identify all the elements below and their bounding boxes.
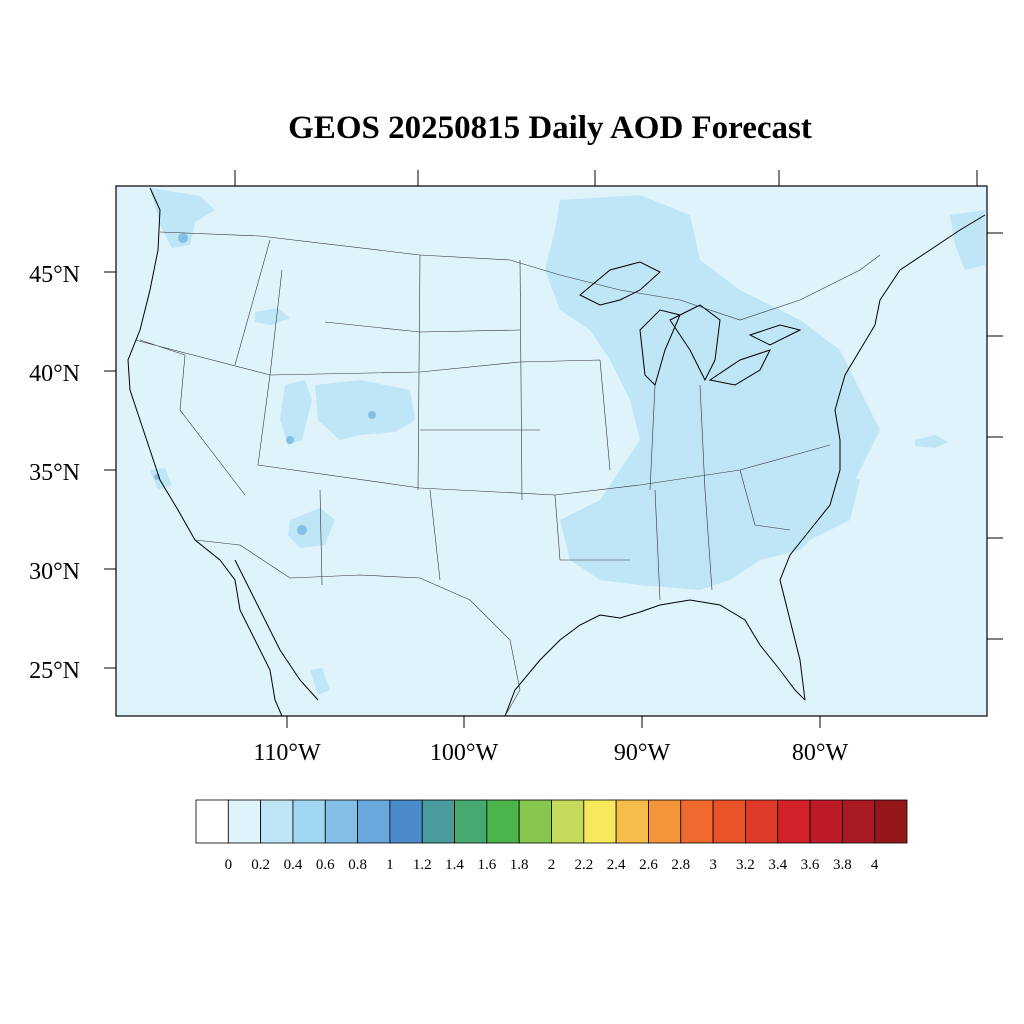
- map-frame: [115, 185, 988, 717]
- colorbar-swatch: [454, 799, 488, 844]
- colorbar-label: 3.8: [833, 857, 852, 873]
- colorbar-label: 3.6: [801, 857, 820, 873]
- lon-label: 90°W: [614, 740, 671, 766]
- aod-hotspot-washington: [178, 233, 188, 243]
- aod-plume-baja: [310, 668, 330, 695]
- aod-plume-california: [150, 468, 172, 490]
- colorbar-swatch: [680, 799, 714, 844]
- great-lakes: [579, 261, 802, 386]
- colorbar-swatch: [551, 799, 585, 844]
- colorbar-label: 0.6: [316, 857, 335, 873]
- us-mexico-border: [194, 539, 521, 717]
- colorbar-label: 2.4: [607, 857, 626, 873]
- aod-hotspot-utah: [286, 436, 294, 444]
- colorbar-label: 0: [225, 857, 233, 873]
- us-canada-border: [159, 231, 881, 321]
- lat-label: 35°N: [29, 460, 80, 486]
- axis-ticks: [104, 170, 1003, 728]
- coastlines: [127, 187, 986, 717]
- colorbar-label: 3.2: [736, 857, 755, 873]
- atlantic-coastline: [779, 214, 986, 701]
- colorbar-label: 1.4: [445, 857, 464, 873]
- latitude-labels: 45°N 40°N 35°N 30°N 25°N: [29, 262, 80, 684]
- aod-plume-southwest: [288, 508, 335, 548]
- colorbar-label: 3: [709, 857, 717, 873]
- colorbar-label: 2: [548, 857, 556, 873]
- colorbar: [195, 799, 908, 844]
- colorbar-swatch: [486, 799, 520, 844]
- colorbar-label: 3.4: [768, 857, 787, 873]
- colorbar-swatch: [615, 799, 649, 844]
- colorbar-swatch: [195, 799, 229, 844]
- gulf-coastline: [504, 599, 806, 717]
- page-title: GEOS 20250815 Daily AOD Forecast: [288, 110, 812, 146]
- lon-label: 110°W: [253, 740, 321, 766]
- aod-plume-rockies: [315, 380, 415, 440]
- colorbar-swatch: [712, 799, 746, 844]
- aod-plume-atlantic: [915, 435, 948, 448]
- state-lines: [134, 239, 831, 601]
- colorbar-label: 2.6: [639, 857, 658, 873]
- colorbar-label: 1.6: [477, 857, 496, 873]
- colorbar-swatch: [745, 799, 779, 844]
- colorbar-swatch: [809, 799, 843, 844]
- elevated-aod-regions: [150, 188, 985, 695]
- colorbar-label: 1.8: [510, 857, 529, 873]
- aod-hotspot-arizona: [297, 525, 307, 535]
- colorbar-label: 0.2: [251, 857, 270, 873]
- aod-plume-utah: [280, 380, 312, 445]
- colorbar-label: 0.4: [284, 857, 303, 873]
- colorbar-label: 2.2: [574, 857, 593, 873]
- colorbar-swatch: [583, 799, 617, 844]
- colorbar-swatch: [518, 799, 552, 844]
- map-panel: [115, 185, 988, 717]
- aod-plume-southeast: [700, 455, 860, 545]
- colorbar-swatch: [777, 799, 811, 844]
- colorbar-swatch: [874, 799, 908, 844]
- colorbar-label: 2.8: [671, 857, 690, 873]
- lat-label: 30°N: [29, 559, 80, 585]
- lon-label: 100°W: [430, 740, 499, 766]
- colorbar-label: 0.8: [348, 857, 367, 873]
- colorbar-swatch: [292, 799, 326, 844]
- lon-label: 80°W: [792, 740, 849, 766]
- colorbar-swatch: [421, 799, 455, 844]
- colorbar-swatch: [357, 799, 391, 844]
- pacific-coastline: [127, 187, 283, 717]
- hotspot-aod-regions: [154, 233, 376, 535]
- colorbar-swatch: [841, 799, 876, 844]
- colorbar-swatch: [324, 799, 358, 844]
- aod-plume-canada: [950, 210, 985, 270]
- colorbar-swatch: [389, 799, 423, 844]
- aod-plume-northwest: [150, 188, 215, 248]
- colorbar-swatch: [227, 799, 262, 844]
- colorbar-label: 1: [386, 857, 394, 873]
- lat-label: 25°N: [29, 658, 80, 684]
- colorbar-label: 4: [871, 857, 879, 873]
- aod-hotspot-colorado: [368, 411, 376, 419]
- lat-label: 40°N: [29, 361, 80, 387]
- baja-peninsula: [234, 559, 319, 701]
- political-boundaries: [134, 231, 881, 717]
- colorbar-label: 1.2: [413, 857, 432, 873]
- colorbar-labels: 0 0.2 0.4 0.6 0.8 1 1.2 1.4 1.6 1.8 2 2.2 2.4 2.6 2.8 3…: [225, 857, 879, 873]
- lat-label: 45°N: [29, 262, 80, 288]
- colorbar-swatch: [260, 799, 294, 844]
- longitude-labels: 110°W 100°W 90°W 80°W: [253, 740, 848, 766]
- aod-plume-idaho: [255, 308, 290, 325]
- colorbar-swatch: [648, 799, 682, 844]
